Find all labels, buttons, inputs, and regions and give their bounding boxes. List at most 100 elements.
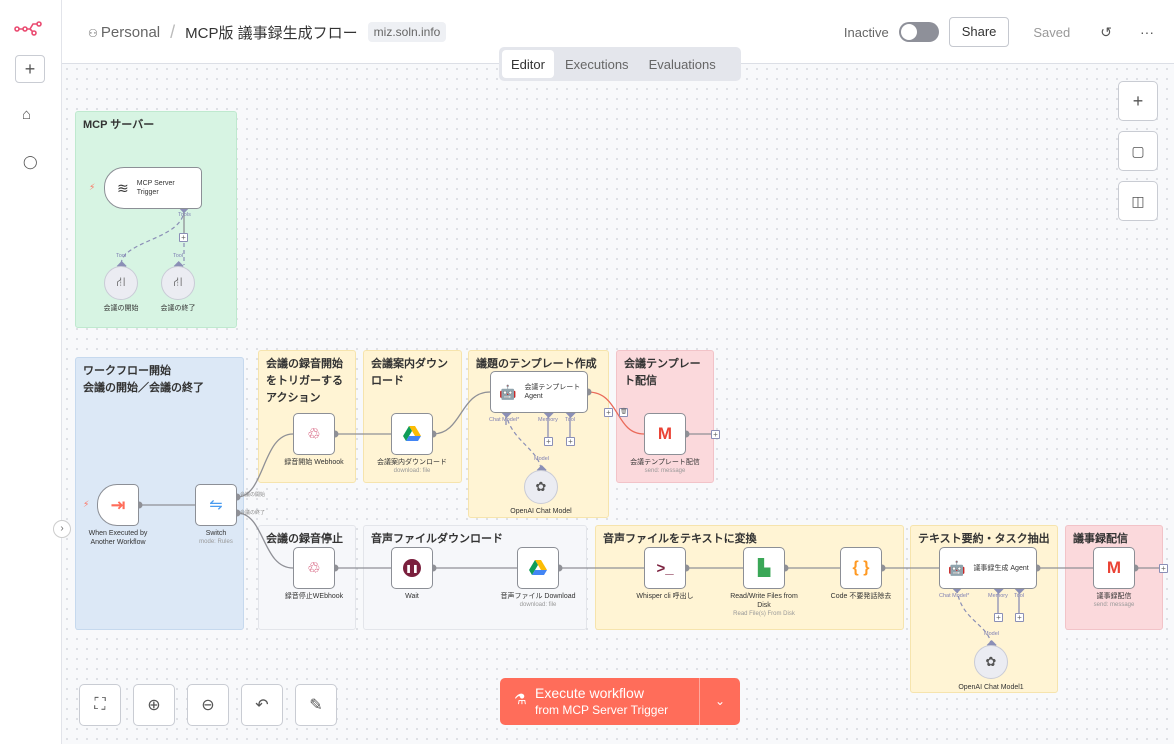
connection-active [587,391,645,435]
workflow-tool-icon: ⛙ [173,274,183,289]
tidy-up-icon[interactable]: ✎ [295,684,337,726]
google-drive-icon [403,426,421,441]
node-agent-template[interactable]: 🤖 会議テンプレート Agent [490,371,588,413]
node-label: OpenAI Chat Model1 [958,684,1024,691]
flask-icon: ⚗ [514,691,527,707]
node-webhook-stop[interactable]: ♲ [293,547,335,589]
robot-icon: 🤖 [499,383,517,400]
node-title: Read/Write Files from Disk [730,593,798,609]
share-button[interactable]: Share [948,17,1010,47]
execute-dropdown-icon[interactable]: ⌄ [699,678,740,725]
node-wait[interactable]: ❚❚ [391,547,433,589]
webhook-icon: ♲ [307,426,321,443]
port-label-model: Model [984,631,999,637]
node-tool-meeting-end[interactable]: ⛙ [161,266,195,300]
breadcrumb-personal[interactable]: ⚇ Personal [88,24,160,41]
add-button[interactable]: + [15,55,45,83]
webhook-icon: ♲ [307,560,321,577]
toggle-knob [900,24,917,40]
switch-output-label: 会議の開始 [240,492,266,498]
delete-connection-icon[interactable]: 🗑 [619,408,628,417]
add-tool-button[interactable]: + [179,233,188,242]
undo-icon[interactable]: ↶ [241,684,283,726]
tab-editor[interactable]: Editor [502,50,554,78]
add-node-button[interactable]: + [1118,81,1158,121]
port-label-memory: Memory [988,593,1008,599]
signpost-icon: ⇋ [209,497,223,514]
panel-toggle-icon[interactable]: ◫ [1118,181,1158,221]
node-execute-trigger[interactable]: ⇥ [97,484,139,526]
sticky-note-mcp[interactable]: MCP サーバー [75,111,237,328]
node-read-write-files[interactable]: ▙ [743,547,785,589]
node-title: 音声ファイル Download [500,593,576,600]
node-label: Code 不要発話除去 [830,593,892,600]
node-openai-model[interactable]: ✿ [524,470,558,504]
port-label-memory: Memory [538,417,558,423]
more-icon[interactable]: ··· [1140,24,1154,40]
node-switch[interactable]: ⇋ [195,484,237,526]
port-label-chat-model: Chat Model* [939,593,970,599]
node-label: 音声ファイル Download download: file [490,592,586,610]
node-gdrive-guide[interactable] [391,413,433,455]
node-gmail-template[interactable]: M [644,413,686,455]
node-label: Switch mode: Rules [186,529,246,547]
node-label: Read/Write Files from Disk Read File(s) F… [724,592,804,619]
port-label-tool: Tool [116,253,127,259]
breadcrumb: ⚇ Personal / MCP版 議事録生成フロー miz.soln.info [88,0,447,64]
zoom-in-icon[interactable]: ⊕ [133,684,175,726]
tab-executions[interactable]: Executions [564,56,629,72]
execute-workflow-button[interactable]: ⚗ Execute workflow from MCP Server Trigg… [500,678,740,725]
add-tool-button[interactable]: + [1015,613,1024,622]
terminal-icon: >_ [656,559,674,577]
tag-badge[interactable]: miz.soln.info [367,22,447,42]
zoom-out-icon[interactable]: ⊖ [187,684,229,726]
tab-evaluations[interactable]: Evaluations [648,56,716,72]
execute-label: Execute workflow [535,685,644,701]
node-webhook-start[interactable]: ♲ [293,413,335,455]
model-connection [956,588,992,646]
node-label: 会議案内ダウンロード download: file [364,458,460,476]
execute-sublabel: from MCP Server Trigger [535,703,669,717]
breadcrumb-separator: / [170,21,176,42]
node-openai-model1[interactable]: ✿ [974,645,1008,679]
node-code[interactable]: { } [840,547,882,589]
active-status: Inactive [843,24,889,40]
fit-view-icon[interactable]: ⛶ [79,684,121,726]
node-subtitle: mode: Rules [199,539,233,545]
add-node-on-connection-button[interactable]: + [604,408,613,417]
node-label: 議事録配信 send: message [1066,592,1162,610]
add-next-node-button[interactable]: + [711,430,720,439]
home-icon[interactable]: ⌂ [22,106,32,123]
node-title: 会議テンプレート配信 [630,459,700,466]
header-actions: Inactive Share Saved ↺ ··· [844,0,1154,64]
port-label-tool: Tool [173,253,184,259]
node-agent-minutes[interactable]: 🤖 議事録生成 Agent [939,547,1037,589]
sticky-note-icon[interactable]: ▢ [1118,131,1158,171]
add-memory-button[interactable]: + [994,613,1003,622]
active-toggle[interactable] [898,22,939,42]
node-mcp-server-trigger[interactable]: ≋ MCP Server Trigger [104,167,202,209]
node-whisper-cli[interactable]: >_ [644,547,686,589]
add-memory-button[interactable]: + [544,437,553,446]
gmail-icon: M [1106,558,1122,577]
port-label-tool: Tool [1014,593,1025,599]
add-next-node-button[interactable]: + [1159,564,1168,573]
expand-sidebar-button[interactable]: › [53,520,71,538]
project-name: Personal [100,23,161,41]
history-icon[interactable]: ↺ [1100,23,1112,40]
saved-status: Saved [1033,24,1071,40]
google-drive-icon [529,560,547,575]
sign-in-icon: ⇥ [110,494,126,515]
node-tool-meeting-start[interactable]: ⛙ [104,266,138,300]
node-label: 録音開始 Webhook [284,459,344,466]
n8n-logo-icon[interactable] [14,20,44,36]
node-gdrive-audio[interactable] [517,547,559,589]
workflow-title[interactable]: MCP版 議事録生成フロー [185,24,358,42]
node-title: Switch [205,530,227,537]
port-line [505,413,1020,615]
switch-output-label: 会議の終了 [240,510,266,516]
user-icon[interactable]: ◯ [23,154,38,169]
add-tool-button[interactable]: + [566,437,575,446]
node-gmail-minutes[interactable]: M [1093,547,1135,589]
